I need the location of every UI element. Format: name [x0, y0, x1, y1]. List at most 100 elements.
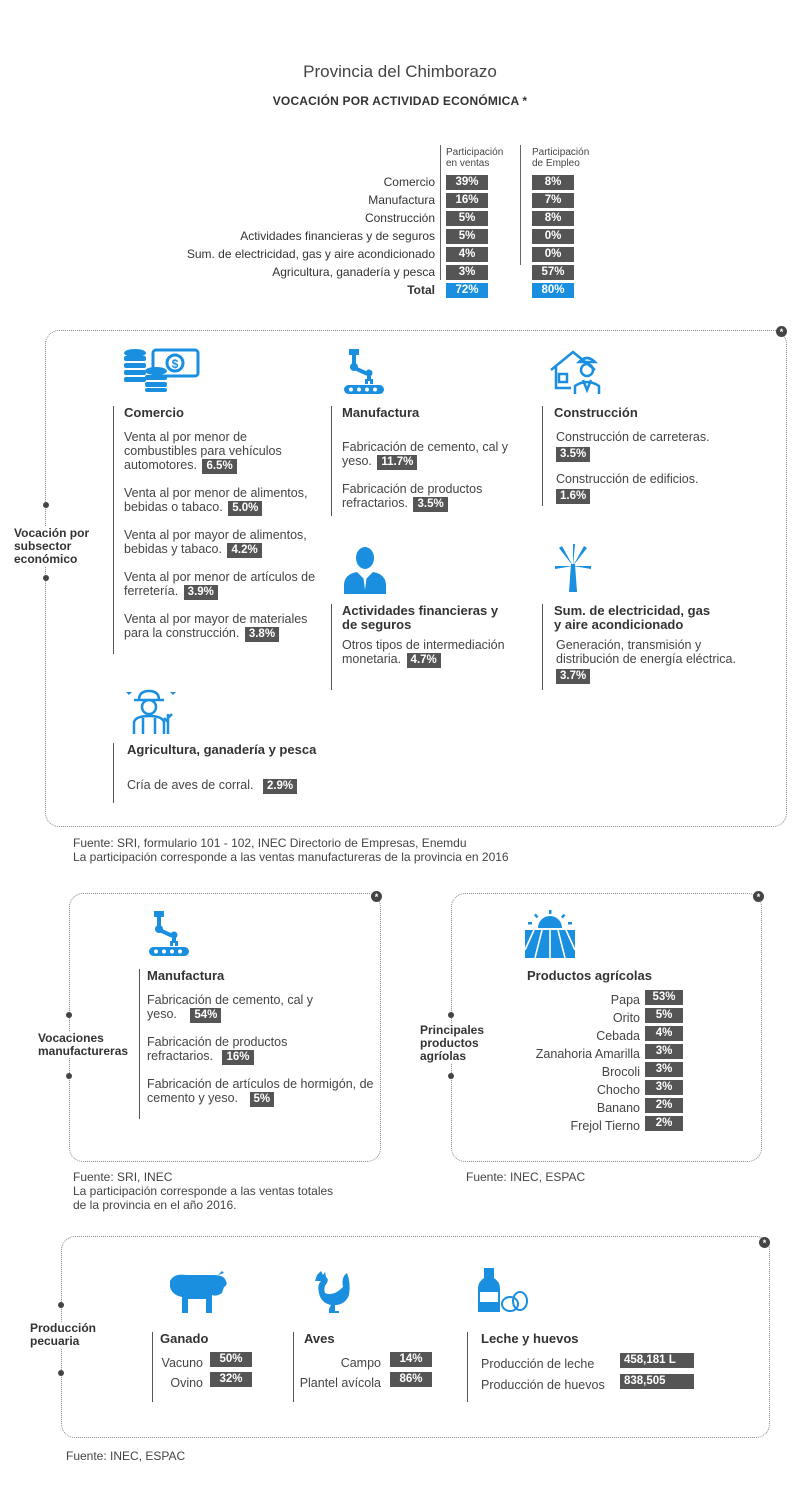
side-label-line: Vocación por [14, 526, 90, 540]
list-item: Venta al por menor de artículos de ferre… [124, 570, 324, 600]
col-ventas-head: Participación en ventas [446, 147, 503, 169]
title-line: Sum. de electricidad, gas [554, 603, 711, 618]
empleo-badge: 0% [532, 247, 574, 262]
source-note: Fuente: SRI, INEC [73, 1170, 173, 1184]
corner-marker: * [753, 891, 764, 902]
value-badge: 5% [249, 1092, 275, 1107]
manufactureras-title: Manufactura [147, 968, 225, 983]
ganado-label: Ovino [170, 1376, 203, 1390]
product-label: Zanahoria Amarilla [535, 1047, 640, 1061]
connector-dot [58, 1370, 64, 1376]
list-item: Construcción de edificios. 1.6% [556, 472, 756, 504]
value-badge: 54% [190, 1008, 222, 1023]
ventas-badge: 4% [446, 247, 488, 262]
cow-icon [166, 1271, 228, 1315]
connector-dot [66, 1012, 72, 1018]
ventas-badge: 39% [446, 175, 488, 190]
coins-money-icon: $ [123, 347, 201, 393]
connector-dot [66, 1073, 72, 1079]
power-tower-icon [553, 544, 593, 592]
product-label: Chocho [596, 1083, 640, 1097]
total-ventas-badge: 72% [446, 283, 488, 298]
value-badge: 53% [645, 990, 683, 1005]
pecuaria-side-label: Producción pecuaria [30, 1322, 97, 1348]
leche-label: Producción de huevos [481, 1378, 605, 1392]
agricolas-title: Productos agrícolas [527, 968, 652, 983]
item-text: Venta al por menor de alimentos, bebidas… [124, 486, 308, 514]
empleo-badge: 0% [532, 229, 574, 244]
connector-dot [448, 1012, 454, 1018]
summary-row-label: Agricultura, ganadería y pesca [272, 265, 435, 279]
col-empleo-head-line1: Participación [532, 147, 590, 158]
aves-title: Aves [304, 1331, 335, 1346]
milk-eggs-icon [478, 1268, 530, 1314]
ventas-badge: 16% [446, 193, 488, 208]
ventas-badge: 5% [446, 211, 488, 226]
value-badge: 4% [645, 1026, 683, 1041]
item-text: Fabricación de cemento, cal y yeso. [147, 993, 314, 1021]
title-line: y aire acondicionado [554, 617, 684, 632]
ventas-badge: 3% [446, 265, 488, 280]
list-item: Construcción de carreteras. 3.5% [556, 430, 756, 462]
list-item: Otros tipos de intermediación monetaria.… [342, 638, 532, 668]
side-label-line: pecuaria [30, 1334, 80, 1348]
ventas-badge: 5% [446, 229, 488, 244]
section-rule [293, 1332, 294, 1402]
value-badge: 3.8% [244, 627, 280, 642]
side-label-line: productos [420, 1036, 479, 1050]
empleo-badge: 7% [532, 193, 574, 208]
manufactura-title: Manufactura [342, 405, 420, 420]
robot-arm-conveyor-icon [343, 349, 385, 395]
product-label: Cebada [596, 1029, 640, 1043]
section-rule [467, 1332, 468, 1402]
agricolas-side-label: Principales productos agríolas [420, 1024, 485, 1063]
connector-dot [58, 1302, 64, 1308]
construccion-title: Construcción [554, 405, 638, 420]
list-item: Fabricación de productos refractarios. 1… [147, 1035, 332, 1065]
value-badge: 3% [645, 1044, 683, 1059]
sun-field-icon [525, 910, 575, 958]
leche-label: Producción de leche [481, 1357, 595, 1371]
farmer-icon [124, 688, 180, 736]
item-text: Fabricación de cemento, cal y yeso. [342, 440, 509, 468]
summary-row-label: Construcción [364, 211, 435, 225]
list-item: Fabricación de cemento, cal y yeso. 54% [147, 993, 332, 1023]
source-note: Fuente: INEC, ESPAC [466, 1170, 586, 1184]
agricultura-title: Agricultura, ganadería y pesca [127, 742, 317, 757]
item-text: Construcción de edificios. [556, 472, 699, 486]
section-rule [139, 969, 140, 1119]
col-ventas-head-line2: en ventas [446, 158, 490, 169]
electricidad-title: Sum. de electricidad, gas y aire acondic… [554, 604, 710, 632]
col-empleo-head: Participación de Empleo [532, 147, 589, 169]
divider [440, 145, 441, 280]
list-item: Generación, transmisión y distribución d… [556, 638, 756, 684]
item-text: Generación, transmisión y distribución d… [556, 638, 736, 666]
empleo-badge: 8% [532, 175, 574, 190]
ganado-label: Vacuno [161, 1356, 203, 1370]
product-label: Banano [596, 1101, 640, 1115]
side-label-line: subsector [14, 539, 72, 553]
list-item: Venta al por menor de alimentos, bebidas… [124, 486, 324, 516]
empleo-badge: 57% [532, 265, 574, 280]
item-text: Fabricación de productos refractarios. [147, 1035, 288, 1063]
page-subtitle: VOCACIÓN POR ACTIVIDAD ECONÓMICA * [272, 94, 528, 108]
item-text: Fabricación de artículos de hormigón, de… [147, 1077, 374, 1105]
empleo-badge: 8% [532, 211, 574, 226]
item-text: Fabricación de productos refractarios. [342, 482, 483, 510]
corner-marker: * [776, 326, 787, 337]
list-item: Cría de aves de corral. 2.9% [127, 778, 347, 794]
list-item: Fabricación de productos refractarios. 3… [342, 482, 527, 512]
list-item: Fabricación de cemento, cal y yeso. 11.7… [342, 440, 527, 470]
section-rule [152, 1332, 153, 1402]
value-badge: 3% [645, 1080, 683, 1095]
leche-title: Leche y huevos [481, 1331, 579, 1346]
source-note: de la provincia en el año 2016. [73, 1198, 237, 1212]
product-label: Papa [610, 993, 640, 1007]
section-rule [113, 743, 114, 803]
value-badge: 3.9% [183, 585, 218, 600]
item-text: Otros tipos de intermediación monetaria. [342, 638, 505, 666]
builder-house-icon [549, 348, 605, 396]
title-line: Actividades financieras y [342, 603, 499, 618]
connector-dot [448, 1073, 454, 1079]
section-rule [542, 406, 543, 506]
